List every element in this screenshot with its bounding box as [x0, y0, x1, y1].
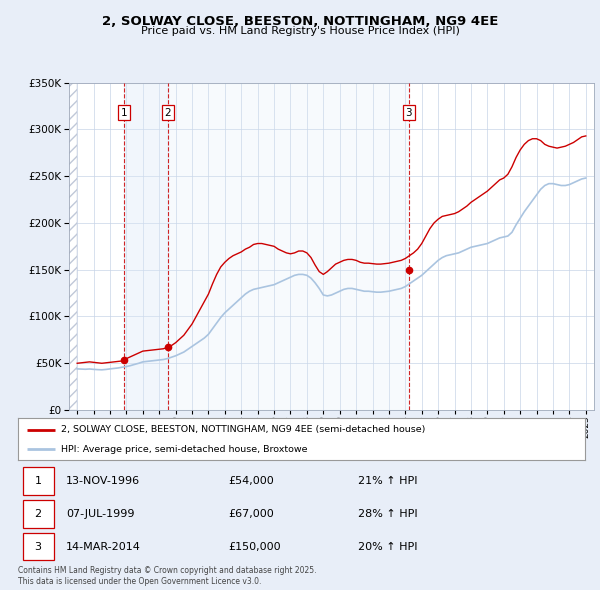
Text: £150,000: £150,000: [228, 542, 280, 552]
Text: 07-JUL-1999: 07-JUL-1999: [66, 509, 134, 519]
Text: 3: 3: [35, 542, 41, 552]
Bar: [124, 83, 167, 410]
Text: 20% ↑ HPI: 20% ↑ HPI: [358, 542, 418, 552]
Text: 2: 2: [35, 509, 41, 519]
Text: 2, SOLWAY CLOSE, BEESTON, NOTTINGHAM, NG9 4EE: 2, SOLWAY CLOSE, BEESTON, NOTTINGHAM, NG…: [102, 15, 498, 28]
FancyBboxPatch shape: [23, 500, 54, 528]
Bar: [167, 83, 409, 410]
Text: 13-NOV-1996: 13-NOV-1996: [66, 476, 140, 486]
Text: 1: 1: [121, 107, 128, 117]
Text: 21% ↑ HPI: 21% ↑ HPI: [358, 476, 418, 486]
Text: 1: 1: [35, 476, 41, 486]
Text: 2: 2: [164, 107, 171, 117]
Text: 28% ↑ HPI: 28% ↑ HPI: [358, 509, 418, 519]
Text: £67,000: £67,000: [228, 509, 274, 519]
Text: £54,000: £54,000: [228, 476, 274, 486]
Text: 3: 3: [405, 107, 412, 117]
Text: HPI: Average price, semi-detached house, Broxtowe: HPI: Average price, semi-detached house,…: [61, 445, 307, 454]
FancyBboxPatch shape: [23, 467, 54, 495]
Text: Contains HM Land Registry data © Crown copyright and database right 2025.
This d: Contains HM Land Registry data © Crown c…: [18, 566, 317, 586]
Text: Price paid vs. HM Land Registry's House Price Index (HPI): Price paid vs. HM Land Registry's House …: [140, 26, 460, 36]
FancyBboxPatch shape: [23, 533, 54, 560]
Text: 2, SOLWAY CLOSE, BEESTON, NOTTINGHAM, NG9 4EE (semi-detached house): 2, SOLWAY CLOSE, BEESTON, NOTTINGHAM, NG…: [61, 425, 425, 434]
Text: 14-MAR-2014: 14-MAR-2014: [66, 542, 141, 552]
